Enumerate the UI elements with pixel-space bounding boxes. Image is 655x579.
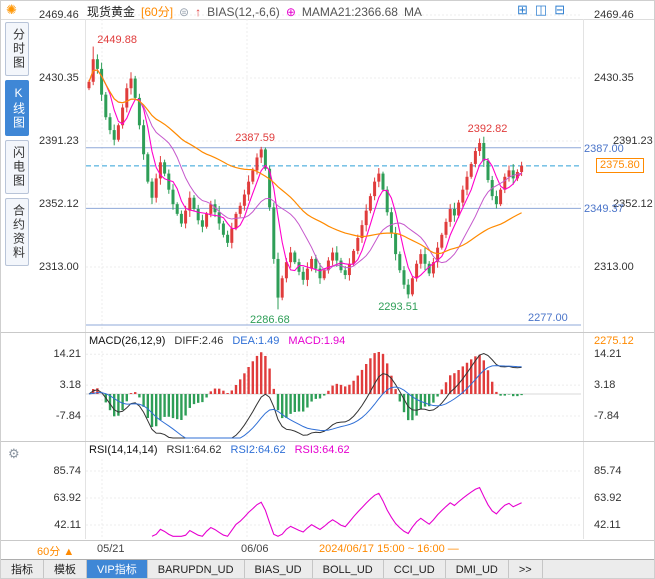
last-price-badge: 2375.80	[596, 157, 644, 173]
macd-panel-header: MACD(26,12,9) DIFF:2.46 DEA:1.49 MACD:1.…	[89, 335, 345, 347]
bottom-tab-dmi-ud[interactable]: DMI_UD	[446, 560, 509, 578]
macd-diff-value: DIFF:2.46	[174, 335, 224, 347]
y-axis-label-right: 2469.46	[594, 9, 634, 21]
rsi-panel-header: RSI(14,14,14) RSI1:64.62 RSI2:64.62 RSI3…	[89, 444, 350, 456]
time-range-label: 2024/06/17 15:00 ~ 16:00 —	[319, 543, 459, 555]
layout-split-vertical-icon[interactable]: ◫	[534, 2, 548, 17]
period-label: [60分]	[141, 5, 174, 19]
time-tick: 05/21	[97, 543, 125, 555]
sidebar-tab-kline-chart[interactable]: K线图	[4, 80, 29, 136]
macd-axis-label-right: -7.84	[594, 409, 620, 422]
panel-divider	[1, 540, 654, 541]
trend-up-icon: ↑	[195, 4, 202, 19]
rsi-axis-label-left: 85.74	[53, 465, 81, 477]
rsi2-value: RSI2:64.62	[230, 444, 286, 456]
rsi-axis-label-right: 63.92	[594, 492, 622, 504]
period-up-icon: ▲	[63, 546, 75, 558]
low-price-label: 2293.51	[378, 301, 418, 314]
rsi-axis-label-right: 85.74	[594, 465, 622, 477]
y-axis-label-left: 2430.35	[39, 71, 79, 84]
macd-axis-label-right: 3.18	[594, 379, 616, 392]
y-axis-label-right: 2430.35	[594, 71, 634, 84]
time-tick: 06/06	[241, 543, 269, 555]
rsi1-value: RSI1:64.62	[166, 444, 222, 456]
ma-indicator-label: MA	[403, 4, 422, 19]
sidebar-tab-contract-info[interactable]: 合约资料	[4, 198, 29, 266]
side-value-label: 2275.12	[594, 335, 634, 347]
high-price-label: 2449.88	[97, 33, 137, 46]
panel-divider	[1, 332, 654, 333]
mama-indicator-label: MAMA21:2366.68	[301, 4, 398, 19]
bottom-tab-vip-indicators[interactable]: VIP指标	[87, 560, 148, 578]
rsi-title: RSI(14,14,14)	[89, 444, 158, 456]
y-axis-label-right: 2313.00	[594, 260, 634, 273]
y-axis-label-left: 2313.00	[39, 260, 79, 273]
bottom-tab-templates[interactable]: 模板	[44, 560, 87, 578]
time-axis-row: 60分 ▲ 05/21 06/06 2024/06/17 15:00 ~ 16:…	[1, 541, 654, 559]
settings-gear-icon[interactable]: ⚙	[8, 446, 20, 461]
mama-dot-icon: ⊕	[285, 4, 296, 19]
bottom-tab-indicators[interactable]: 指标	[1, 560, 44, 578]
bottom-tab-bar: 指标 模板 VIP指标 BARUPDN_UD BIAS_UD BOLL_UD CCI_UD D…	[1, 559, 654, 578]
panel-divider	[1, 441, 654, 442]
macd-axis-label-left: 14.21	[53, 348, 81, 361]
macd-axis-label-right: 14.21	[594, 348, 622, 361]
layout-toolbar: ⊞ ◫ ⊟	[517, 2, 565, 18]
layout-grid-icon[interactable]: ⊞	[517, 2, 528, 17]
bottom-tab-bias-ud[interactable]: BIAS_UD	[245, 560, 313, 578]
peak-price-label: 2392.82	[467, 123, 508, 136]
sidebar-tab-flash-chart[interactable]: 闪电图	[4, 140, 29, 194]
macd-axis-label-left: 3.18	[59, 379, 81, 392]
y-axis-label-left: 2352.12	[39, 197, 79, 210]
layout-split-horizontal-icon[interactable]: ⊟	[554, 2, 566, 17]
resistance-level-label: 2387.00	[584, 142, 624, 155]
rsi3-value: RSI3:64.62	[294, 444, 350, 456]
chart-type-sidebar: 分时图 K线图闪电图合约资料	[3, 22, 30, 266]
macd-macd-value: MACD:1.94	[288, 335, 346, 347]
settings-circle-icon[interactable]: ⊜	[179, 4, 190, 19]
macd-axis-label-left: -7.84	[55, 409, 81, 422]
macd-title: MACD(26,12,9)	[89, 335, 166, 347]
bottom-tab-barupdn-ud[interactable]: BARUPDN_UD	[148, 560, 245, 578]
app-logo-icon: ✺	[6, 2, 17, 17]
bottom-tab-more-tabs[interactable]: >>	[509, 560, 543, 578]
peak-price-label: 2387.59	[235, 131, 275, 144]
y-axis-label-right: 2391.23	[613, 134, 653, 147]
sidebar-tab-time-share-chart[interactable]: 分时图	[4, 22, 29, 76]
low-price-label: 2286.68	[250, 314, 290, 327]
macd-dea-value: DEA:1.49	[232, 335, 280, 347]
rsi-axis-label-left: 63.92	[53, 492, 81, 504]
symbol-name: 现货黄金	[87, 5, 136, 19]
y-axis-label-right: 2352.12	[613, 197, 653, 210]
bias-indicator-label: BIAS(12,-6,6)	[207, 4, 280, 19]
bottom-tab-cci-ud[interactable]: CCI_UD	[384, 560, 446, 578]
support-level-label: 2349.37	[584, 203, 624, 216]
bottom-tab-boll-ud[interactable]: BOLL_UD	[313, 560, 384, 578]
y-axis-label-left: 2391.23	[39, 134, 79, 147]
rsi-axis-label-left: 42.11	[54, 518, 81, 531]
chart-header: ✺ 现货黄金 [60分] ⊜ ↑ BIAS(12,-6,6) ⊕ MAMA21:…	[1, 1, 654, 19]
rsi-axis-label-right: 42.11	[594, 518, 621, 531]
y-axis-label-left: 2469.46	[39, 9, 79, 21]
period-selector-badge[interactable]: 60分 ▲	[37, 546, 75, 558]
lower-level-label: 2277.00	[528, 311, 568, 324]
